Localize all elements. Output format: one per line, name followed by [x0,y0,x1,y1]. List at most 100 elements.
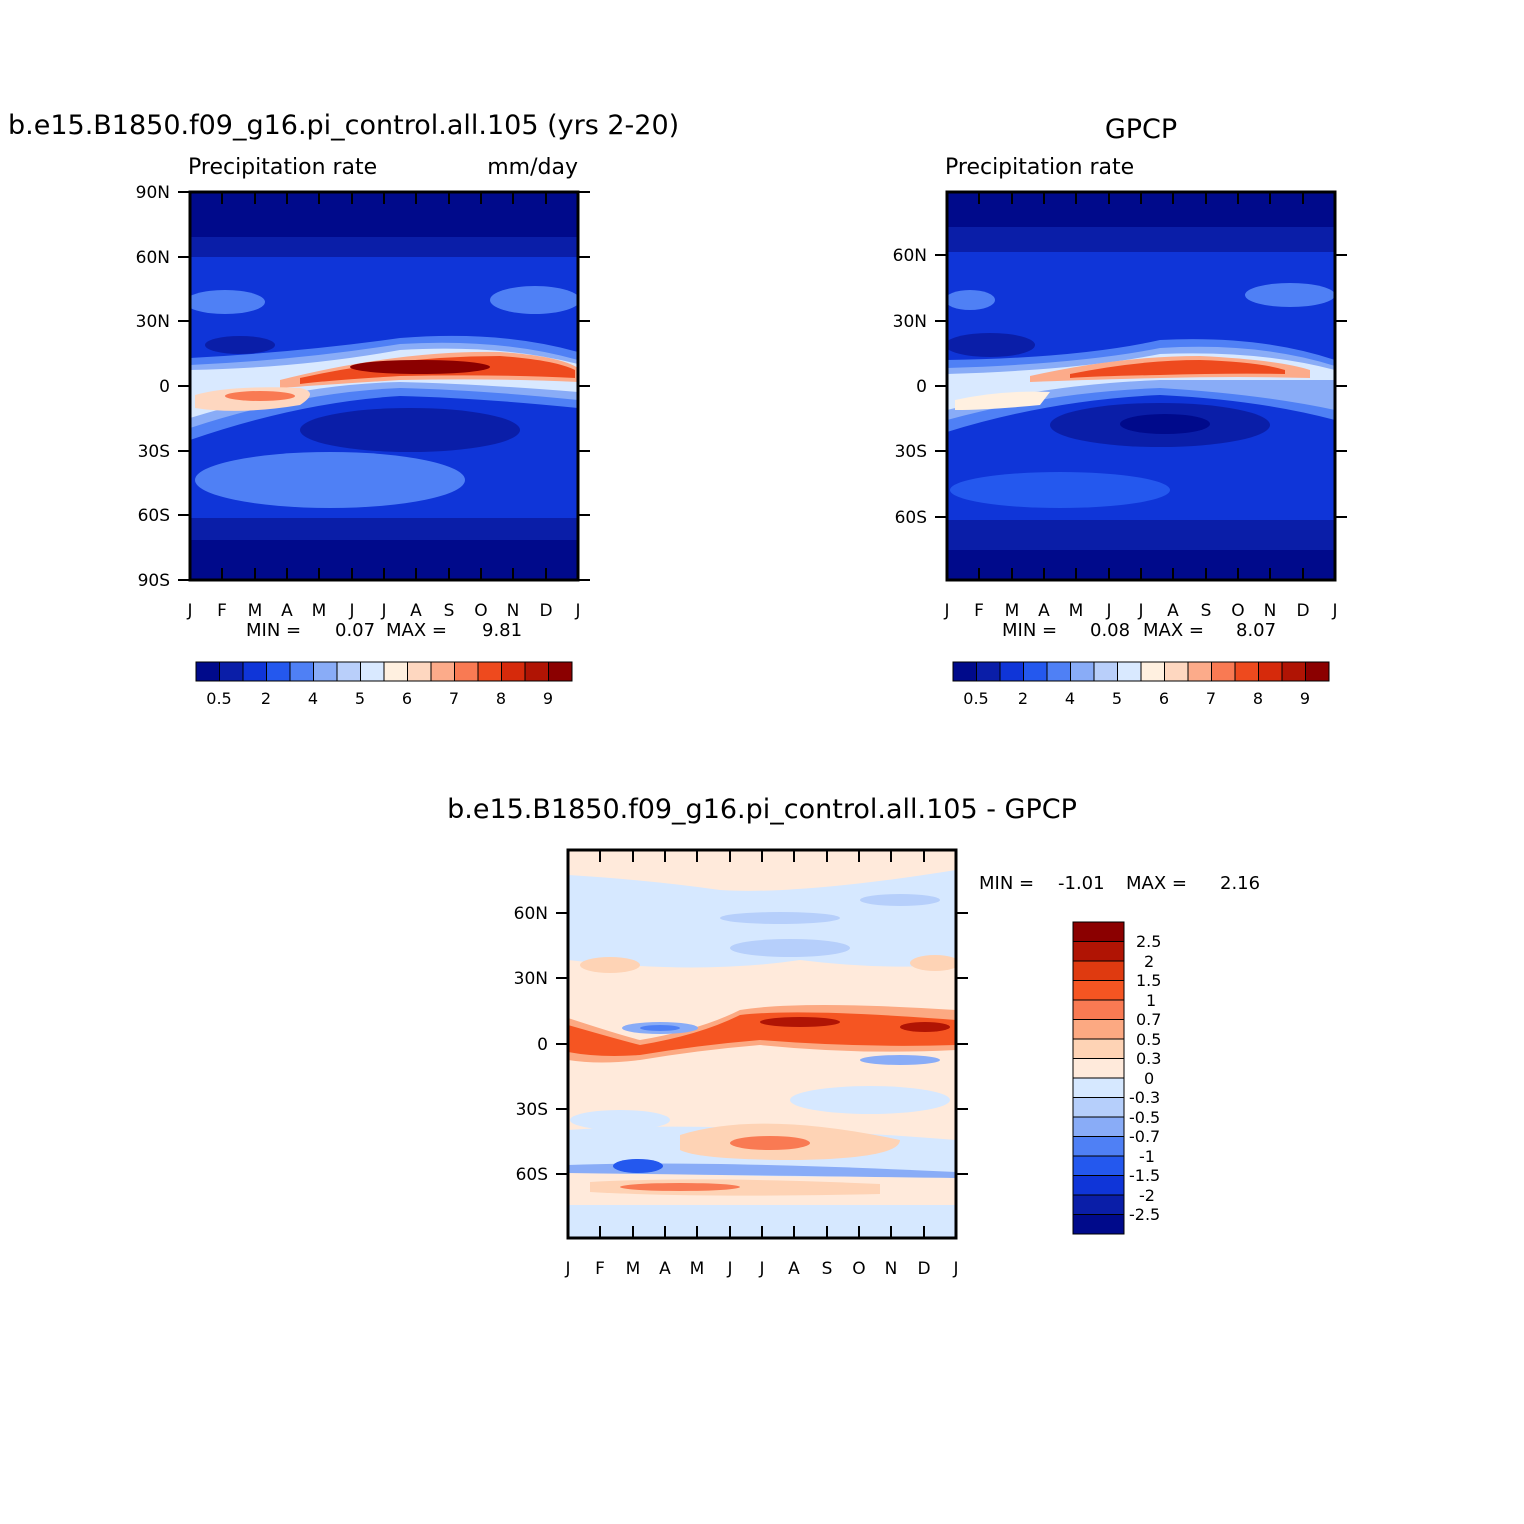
panel2-subtitle-left: Precipitation rate [945,155,1134,180]
panel3-colorbar-label: 1 [1146,991,1156,1010]
panel1-subtitle-right: mm/day [487,155,578,180]
colorbar-swatch [1164,661,1189,682]
panel1-blob [300,408,520,452]
panel3-colorbar-label: 2 [1144,952,1154,971]
colorbar-swatch [1070,661,1095,682]
panel3-colorbar-label: 0.5 [1136,1030,1161,1049]
panel1-y-tick-label: 60N [136,248,170,268]
panel2-y-ticks: 60N 30N 0 30S 60S [893,246,1347,528]
panel1-colorbar-label: 6 [402,689,412,708]
colorbar-swatch [1117,661,1142,682]
panel3-max-value: 2.16 [1220,873,1260,894]
panel1-y-tick-label: 90N [136,183,170,203]
colorbar-swatch [1072,1214,1125,1235]
colorbar-swatch [1072,1116,1125,1137]
colorbar-swatch [195,661,220,682]
panel1-min-label: MIN = [246,620,301,641]
panel2-x-tick-label: D [1296,601,1309,621]
colorbar-swatch [360,661,385,682]
colorbar-swatch [1072,980,1125,1001]
panel1-y-tick-label: 30N [136,312,170,332]
colorbar-swatch [1072,1038,1125,1059]
panel2-x-tick-label: F [974,601,984,621]
panel1-x-tick-label: J [186,601,192,621]
panel3-blob [570,1110,670,1130]
panel2-x-tick-label: A [1167,601,1179,621]
panel3-x-tick-label: J [758,1259,764,1279]
panel3-colorbar-label: 0.7 [1136,1010,1161,1029]
colorbar-swatch [952,661,977,682]
colorbar-swatch [1072,1097,1125,1118]
panel2-colorbar [952,661,1330,682]
colorbar-swatch [1072,1175,1125,1196]
panel3-colorbar-label: 2.5 [1136,932,1161,951]
panel3-blob [730,1136,810,1150]
panel1-x-tick-label: O [474,601,487,621]
colorbar-swatch [1258,661,1283,682]
colorbar-swatch [999,661,1024,682]
panel3-colorbar-label: 1.5 [1136,971,1161,990]
panel2-plot [947,192,1335,580]
colorbar-swatch [242,661,267,682]
panel2-x-tick-label: M [1005,601,1020,621]
panel3-y-tick-label: 30S [516,1100,548,1120]
panel1-blob [225,391,295,401]
panel3-x-tick-label: M [626,1259,641,1279]
panel2-x-tick-label: J [1105,601,1111,621]
panel3-x-tick-label: S [822,1259,833,1279]
panel1-x-tick-label: F [217,601,227,621]
panel3-x-tick-label: D [917,1259,930,1279]
panel1-min-value: 0.07 [335,620,375,641]
panel2-band [947,227,1335,252]
colorbar-swatch [1072,941,1125,962]
panel1-blob [195,452,465,508]
panel2-blob [947,333,1035,357]
panel1-colorbar [195,661,573,682]
panel3-x-tick-label: A [659,1259,671,1279]
panel2-y-tick-label: 60S [895,508,927,528]
panel2-band [955,391,1050,410]
panel1-x-tick-label: D [539,601,552,621]
panel3-colorbar-label: 0.3 [1136,1049,1161,1068]
panel1-colorbar-label: 0.5 [206,689,231,708]
panel2-y-tick-label: 30N [893,312,927,332]
panel2-y-tick-label: 60N [893,246,927,266]
panel1-y-ticks: 90N 60N 30N 0 30S 60S 90S [136,183,590,591]
panel2-colorbar-label: 5 [1112,689,1122,708]
panel3-blob [860,1055,940,1065]
panel1-max-value: 9.81 [482,620,522,641]
panel1-x-tick-label: M [312,601,327,621]
panel2-y-tick-label: 30S [895,442,927,462]
panel3-blob [720,912,840,924]
panel1-y-tick-label: 30S [138,442,170,462]
panel1-subtitle-left: Precipitation rate [188,155,377,180]
colorbar-swatch [1023,661,1048,682]
colorbar-swatch [1072,1194,1125,1215]
colorbar-swatch [1072,960,1125,981]
colorbar-swatch [1093,661,1118,682]
panel1-colorbar-label: 2 [261,689,271,708]
panel3-x-tick-label: N [885,1259,898,1279]
colorbar-swatch [219,661,244,682]
panel1-x-tick-label: A [410,601,422,621]
panel3-colorbar-label: -1.5 [1129,1166,1160,1185]
colorbar-swatch [1072,921,1125,942]
panel1-plot [190,192,578,580]
panel3-band [568,1163,956,1178]
panel3-blob [613,1159,663,1173]
panel2-y-tick-label: 0 [916,377,927,397]
panel2-blob [1245,283,1335,307]
panel2-x-tick-label: J [1331,601,1337,621]
panel3-colorbar-label: -0.3 [1129,1088,1160,1107]
colorbar-swatch [336,661,361,682]
panel1-x-ticks: J F M A M J J A S O N D J [186,192,581,621]
colorbar-swatch [1305,661,1330,682]
colorbar-swatch [1211,661,1236,682]
panel3-blob [900,1022,950,1032]
panel1-colorbar-label: 7 [449,689,459,708]
panel2-colorbar-labels: 0.5 2 4 5 6 7 8 9 [963,689,1310,708]
panel3-blob [640,1025,680,1031]
panel3-y-tick-label: 60N [514,904,548,924]
panel2-band [947,520,1335,550]
